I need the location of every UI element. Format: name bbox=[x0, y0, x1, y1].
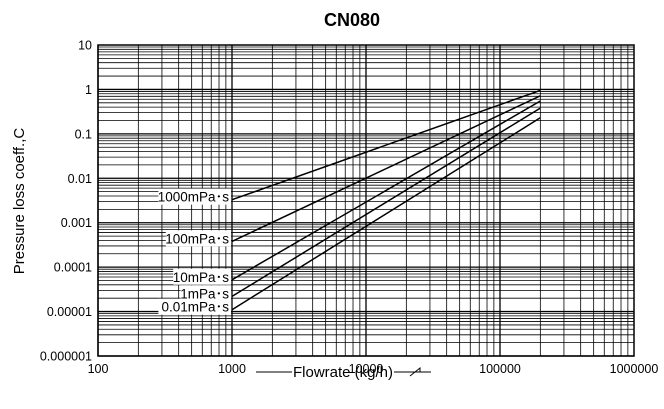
x-tick-label: 100 bbox=[88, 362, 109, 376]
y-axis-label: Pressure loss coeff.,C bbox=[11, 128, 28, 275]
series-label: 10mPa･s bbox=[173, 270, 230, 285]
plot-frame bbox=[97, 44, 635, 357]
y-tick-label: 10 bbox=[78, 39, 92, 53]
y-tick-label: 0.1 bbox=[75, 127, 92, 141]
series-line bbox=[231, 100, 541, 281]
tick-labels: 100 1000 10000 100000 1000000 10 1 0.1 0.01 0.001… bbox=[40, 39, 659, 377]
y-tick-label: 0.001 bbox=[61, 216, 92, 230]
series-line bbox=[231, 95, 541, 243]
series-label: 1000mPa･s bbox=[158, 190, 230, 205]
x-tick-label: 100000 bbox=[479, 362, 521, 376]
x-tick-label: 1000 bbox=[218, 362, 246, 376]
x-tick-label: 1000000 bbox=[610, 362, 659, 376]
y-tick-label: 1 bbox=[85, 83, 92, 97]
y-tick-label: 0.000001 bbox=[40, 350, 92, 364]
series-label-background bbox=[165, 230, 231, 247]
grid bbox=[97, 45, 634, 357]
series-line bbox=[231, 89, 541, 201]
series-label-background bbox=[158, 188, 231, 205]
x-tick-label: 10000 bbox=[349, 362, 384, 376]
chart-title: CN080 bbox=[324, 10, 380, 30]
series-line bbox=[231, 107, 541, 298]
series-label-background bbox=[173, 268, 231, 285]
flow-arrow-icon bbox=[394, 366, 431, 377]
y-tick-label: 0.00001 bbox=[47, 305, 92, 319]
x-axis-label: Flowrate (kg/h) bbox=[293, 364, 393, 381]
y-tick-label: 0.0001 bbox=[54, 261, 92, 275]
series-label-background bbox=[180, 285, 231, 302]
series-label: 0.01mPa･s bbox=[161, 300, 229, 315]
series-group bbox=[231, 89, 541, 311]
series-line bbox=[231, 117, 541, 311]
y-tick-label: 0.01 bbox=[68, 172, 92, 186]
series-label: 1mPa･s bbox=[180, 286, 229, 301]
series-label: 100mPa･s bbox=[165, 231, 229, 246]
series-label-background bbox=[158, 298, 231, 315]
